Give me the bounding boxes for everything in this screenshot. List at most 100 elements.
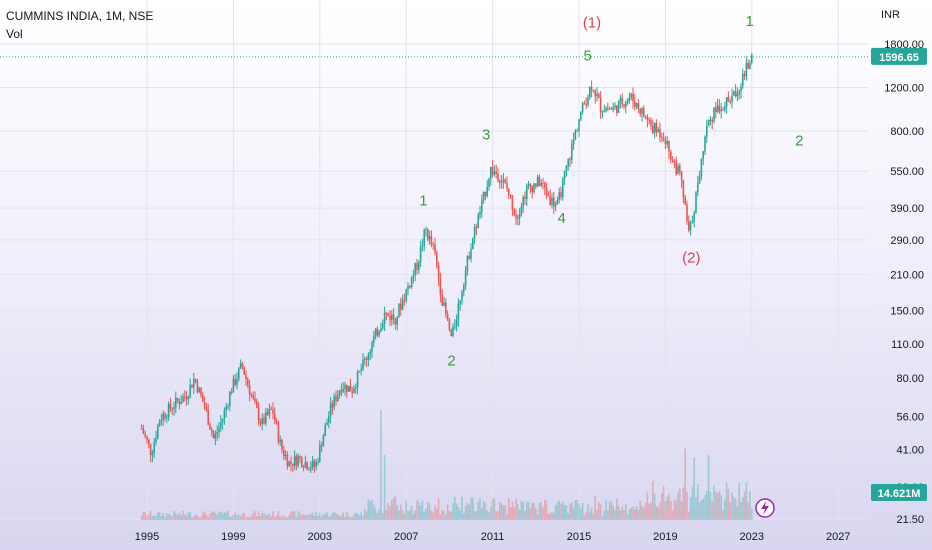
candle-body [437,265,440,279]
volume-bar [729,502,731,520]
volume-bar [472,497,474,520]
volume-bar [164,516,166,520]
candle-body [720,109,722,112]
candle-body [614,105,616,108]
candle-body [380,327,382,332]
candle-body [707,119,710,126]
candle-body [371,342,373,352]
candle-body [531,186,533,192]
candle-body [410,276,413,288]
candle-body [684,198,686,205]
volume-bar [283,515,285,520]
candle-body [373,335,375,343]
candle-body [691,221,694,224]
volume-bar [407,510,409,520]
volume-bar [142,511,145,520]
volume-bar [238,514,240,520]
volume-bar [680,501,683,520]
candle-body [490,167,492,179]
wave-labels: (1) (2) 1 2 3 4 5 1 2 [419,13,803,369]
candle-body [227,406,229,408]
x-tick-label: 1999 [221,531,245,543]
volume-bar [234,512,236,520]
volume-bar [229,516,231,520]
candle-body [504,179,506,183]
volume-bar [603,511,605,520]
candle-body [738,91,740,94]
candle-body [427,229,429,240]
volume-bar [333,512,335,520]
volume-bar [684,448,686,520]
candle-body [331,403,334,408]
candle-body [535,183,537,187]
volume-bar [531,502,533,520]
candle-body [580,112,582,120]
x-tick-label: 2027 [826,531,850,543]
volume-bar [464,506,467,520]
volume-bar [400,504,402,520]
volume-bar [353,514,355,520]
grid [0,0,868,522]
volume-bar [693,457,695,520]
candle-body [274,413,276,421]
candle-body [171,408,173,410]
volume-bar [385,510,388,520]
volume-bar [383,455,386,520]
volume-bar [355,512,357,520]
volume-bar [232,514,235,520]
candle-body [203,401,206,408]
volume-bar [432,512,434,520]
volume-bar [461,496,463,520]
candle-body [473,226,476,239]
volume-bar [707,455,710,520]
volume-bar [733,497,735,520]
volume-bar [527,502,530,520]
volume-bar [549,513,551,520]
volume-tag-value: 14.621M [878,488,921,500]
candle-body [635,103,638,107]
volume-bar [297,511,299,520]
candle-body [155,438,157,443]
volume-bar [220,512,222,520]
candle-body [418,261,420,270]
candle-body [351,391,353,393]
volume-bar [221,513,224,520]
volume-bar [511,501,514,520]
volume-bar [578,503,580,520]
volume-bar [671,510,674,520]
candle-body [243,366,245,375]
candle-body [679,165,681,172]
volume-bar [362,516,364,520]
volume-bar [360,512,362,520]
candle-body [452,326,454,337]
candle-body [184,396,186,398]
candle-body [544,183,546,188]
candle-body [250,394,253,396]
volume-bar [425,509,427,520]
candle-body [374,328,377,336]
volume-bar [290,511,292,520]
candle-body [212,432,215,439]
volume-bar [617,505,620,520]
volume-bar [666,496,668,520]
candle-body [509,194,512,196]
candle-body [459,300,461,304]
volume-bar [371,499,373,520]
volume-bar [635,505,638,520]
candle-body [675,162,677,175]
volume-bar [679,488,681,520]
candle-body [340,390,343,392]
price-tags: 1596.65 14.621M [755,47,927,518]
volume-bar [544,499,546,520]
candle-body [688,220,690,231]
candle-body [288,461,290,467]
candle-body [634,101,636,107]
volume-bar [463,513,465,520]
candle-body [668,140,670,152]
volume-bar [657,506,659,520]
candle-body [529,183,532,187]
volume-bar [659,502,661,520]
volume-bar [322,514,325,520]
x-tick-label: 2011 [481,531,505,543]
